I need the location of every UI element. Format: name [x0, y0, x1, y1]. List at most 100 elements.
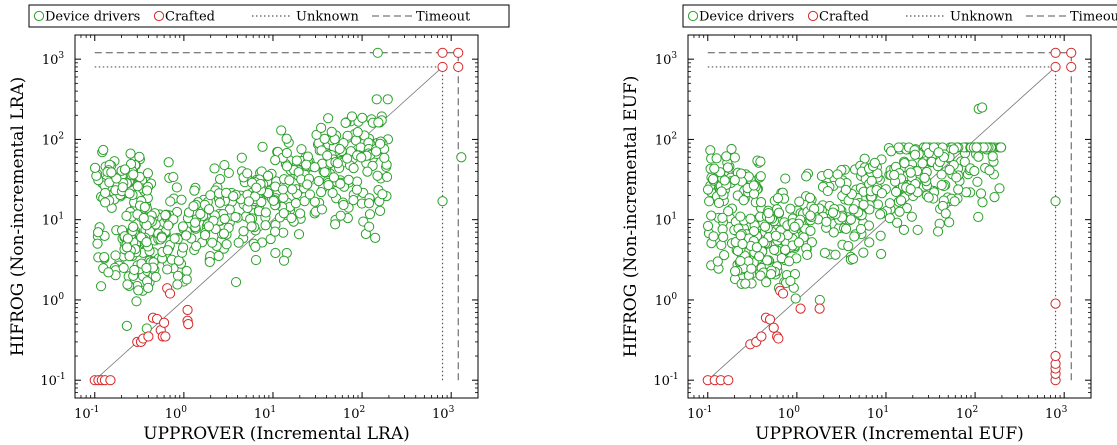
- data-point: [780, 244, 791, 255]
- data-point: [748, 180, 759, 191]
- data-point: [160, 331, 171, 342]
- data-point: [708, 231, 719, 242]
- data-point: [709, 163, 720, 174]
- data-point: [994, 183, 1005, 194]
- data-point: [322, 150, 333, 161]
- y-tick-label: 10-1: [40, 372, 65, 389]
- data-point: [183, 318, 194, 330]
- data-point: [219, 213, 230, 224]
- data-point: [178, 242, 189, 253]
- data-point: [453, 47, 464, 58]
- data-point: [117, 182, 128, 193]
- data-point: [1050, 47, 1061, 58]
- data-point: [989, 192, 1000, 203]
- data-point: [971, 142, 982, 153]
- data-point: [785, 275, 796, 287]
- data-point: [794, 196, 805, 207]
- data-point: [984, 165, 995, 176]
- data-point: [103, 267, 114, 278]
- data-point: [129, 264, 140, 276]
- data-point: [139, 202, 150, 213]
- scatter-panel: 10-1 10-1 100 100 101 101 102 102 103 103 UPPROVER…: [621, 4, 1117, 444]
- data-point: [702, 220, 714, 232]
- legend-marker-crafted: [807, 10, 819, 22]
- data-point: [168, 171, 179, 183]
- legend-box: [682, 4, 1117, 28]
- data-point: [849, 231, 860, 242]
- data-point: [823, 168, 834, 180]
- data-point: [936, 169, 947, 180]
- data-point: [238, 226, 249, 237]
- data-point: [159, 317, 170, 328]
- data-point: [309, 196, 320, 207]
- data-point: [342, 153, 353, 164]
- data-point: [214, 174, 226, 185]
- data-point: [919, 172, 930, 183]
- data-point: [795, 303, 806, 314]
- data-point: [905, 183, 916, 195]
- data-point: [326, 126, 337, 138]
- data-point: [335, 210, 346, 221]
- data-point: [93, 227, 104, 238]
- data-point: [372, 170, 383, 181]
- data-point: [316, 122, 327, 133]
- data-point: [437, 47, 448, 58]
- data-point: [869, 157, 880, 168]
- data-point: [270, 154, 281, 166]
- y-tick-label: 103: [655, 51, 678, 68]
- data-point: [141, 262, 152, 274]
- data-point: [132, 181, 143, 192]
- data-point: [327, 187, 338, 199]
- data-point: [705, 145, 716, 156]
- data-point: [768, 322, 779, 333]
- data-point: [268, 195, 279, 206]
- data-point: [251, 182, 262, 193]
- data-point: [99, 252, 110, 263]
- data-point: [286, 212, 297, 224]
- x-tick-label: 10-1: [74, 405, 99, 422]
- y-tick-label: 102: [42, 131, 64, 148]
- legend-label-crafted: Crafted: [165, 10, 215, 25]
- data-point: [949, 196, 960, 207]
- data-point: [765, 269, 777, 280]
- data-point: [933, 147, 944, 158]
- data-point: [250, 241, 261, 252]
- data-point: [357, 112, 368, 123]
- data-point: [912, 224, 923, 236]
- data-point: [122, 279, 133, 290]
- data-point: [156, 232, 168, 243]
- data-point: [352, 127, 363, 138]
- data-point: [172, 270, 184, 281]
- data-point: [162, 264, 173, 275]
- data-point: [977, 102, 988, 113]
- y-tick-label: 10-1: [653, 372, 678, 389]
- data-point: [975, 188, 987, 199]
- data-point: [755, 197, 767, 208]
- data-point: [801, 171, 812, 182]
- data-point: [723, 206, 734, 217]
- data-point: [899, 158, 910, 169]
- data-point: [987, 151, 998, 162]
- legend-label-timeout: Timeout: [1070, 10, 1117, 25]
- data-point: [973, 151, 984, 162]
- data-point: [323, 179, 334, 191]
- data-point: [246, 221, 257, 232]
- data-point: [754, 251, 765, 262]
- data-point: [330, 219, 341, 230]
- data-point: [302, 179, 313, 190]
- data-point: [723, 375, 734, 386]
- data-point: [181, 230, 192, 241]
- data-point: [356, 152, 367, 163]
- data-point: [814, 303, 825, 314]
- data-point: [738, 195, 749, 206]
- data-point: [764, 314, 776, 325]
- data-point: [304, 189, 316, 200]
- data-point: [789, 221, 800, 232]
- data-point: [719, 175, 730, 186]
- data-point: [141, 237, 152, 248]
- data-point: [176, 194, 187, 205]
- data-point: [128, 221, 139, 232]
- x-tick-label: 100: [778, 405, 801, 422]
- data-point: [143, 331, 154, 342]
